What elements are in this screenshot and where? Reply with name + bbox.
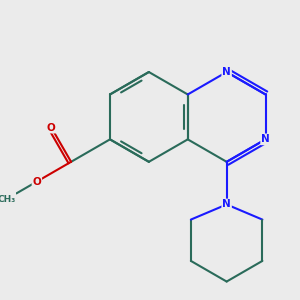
Text: O: O — [47, 123, 56, 133]
Text: N: N — [222, 200, 231, 209]
Text: N: N — [261, 134, 270, 144]
Text: O: O — [32, 177, 41, 187]
Text: N: N — [222, 67, 231, 77]
Text: CH₃: CH₃ — [0, 195, 16, 204]
